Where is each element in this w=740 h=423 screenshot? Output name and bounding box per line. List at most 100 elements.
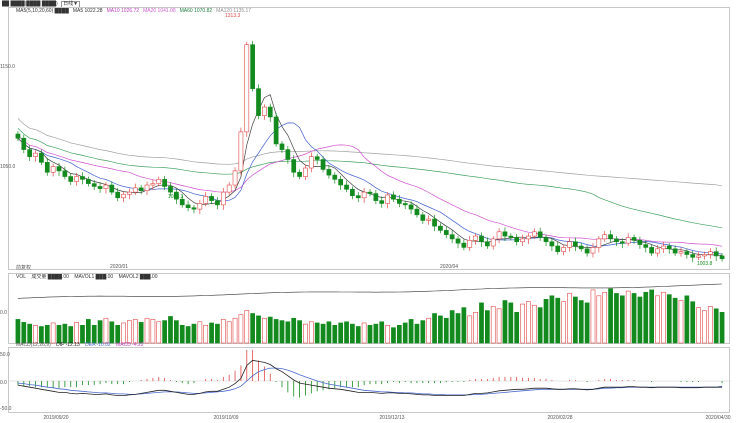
candle-body bbox=[80, 176, 85, 180]
volume-bar bbox=[432, 313, 437, 344]
volume-bar bbox=[408, 319, 414, 344]
volume-bar bbox=[713, 308, 719, 344]
candle-body bbox=[461, 242, 467, 248]
candle-body bbox=[297, 171, 302, 177]
macd-axis-label-1: 50.0 bbox=[0, 352, 10, 358]
candle-body bbox=[702, 254, 707, 257]
volume-bar bbox=[696, 307, 701, 344]
candle-body bbox=[15, 133, 21, 139]
volume-bar bbox=[391, 327, 396, 344]
volume-curve bbox=[17, 283, 723, 299]
candle-body bbox=[391, 194, 396, 200]
vol-legend: VOL 成交量 ████.00 MAVOL1 ███.00 MAVOL2 ███… bbox=[16, 274, 161, 280]
volume-bar bbox=[267, 316, 273, 344]
vol-axis-label: 0.0 bbox=[0, 310, 7, 316]
volume-bar bbox=[719, 312, 725, 344]
end-low-annotation: 1003.8 bbox=[697, 261, 713, 267]
volume-bar bbox=[449, 310, 455, 344]
candle-body bbox=[132, 187, 138, 193]
volume-bar bbox=[15, 319, 21, 344]
candle-body bbox=[74, 176, 79, 182]
volume-bar bbox=[661, 291, 666, 344]
candle-body bbox=[220, 191, 226, 206]
candle-body bbox=[508, 235, 514, 238]
candle-body bbox=[438, 225, 443, 231]
candle-body bbox=[414, 208, 420, 216]
volume-bar bbox=[578, 300, 584, 344]
kline-chart[interactable] bbox=[9, 8, 731, 271]
candle-body bbox=[443, 230, 449, 235]
candle-body bbox=[144, 184, 150, 192]
candle-body bbox=[578, 245, 584, 250]
volume-bar bbox=[567, 293, 572, 344]
macd-chart[interactable] bbox=[9, 348, 731, 414]
volume-bar bbox=[631, 293, 637, 344]
volume-bar bbox=[203, 324, 209, 344]
candle-body bbox=[649, 247, 655, 254]
volume-bar bbox=[655, 295, 660, 344]
volume-bar bbox=[68, 326, 74, 344]
candle-body bbox=[432, 218, 437, 227]
candle-body bbox=[39, 152, 44, 163]
volume-bar bbox=[443, 317, 449, 344]
volume-bar bbox=[555, 297, 561, 344]
candle-body bbox=[479, 235, 484, 243]
volume-bar bbox=[344, 321, 349, 344]
volume-bar bbox=[85, 319, 91, 344]
volume-bar bbox=[649, 289, 655, 344]
candle-body bbox=[531, 231, 537, 237]
ma-legend-item: MA5 1022.28 bbox=[72, 8, 103, 14]
volume-chart[interactable] bbox=[9, 274, 731, 345]
candle-body bbox=[666, 245, 672, 250]
volume-panel[interactable] bbox=[8, 273, 730, 344]
macd-legend: MACD(12,26,9) DIF -12.13 DEA -10.02 MACD… bbox=[16, 342, 148, 348]
candle-body bbox=[62, 170, 68, 177]
candle-body bbox=[209, 196, 214, 201]
volume-bar bbox=[103, 317, 109, 344]
volume-bar bbox=[625, 290, 631, 344]
volume-bar bbox=[426, 317, 432, 344]
candle-body bbox=[567, 241, 572, 248]
candle-body bbox=[485, 241, 490, 247]
volume-bar bbox=[303, 323, 308, 344]
volume-bar bbox=[414, 323, 420, 344]
volume-bar bbox=[643, 291, 649, 344]
volume-bar bbox=[226, 321, 232, 344]
date-label-2: 2019/10/09 bbox=[213, 415, 239, 421]
volume-bar bbox=[33, 324, 38, 344]
candle-body bbox=[291, 159, 297, 173]
date-label-3: 2019/12/13 bbox=[379, 415, 405, 421]
candle-body bbox=[262, 106, 267, 116]
candle-body bbox=[244, 44, 250, 133]
volume-bar bbox=[80, 324, 85, 344]
ma-legend-item: MA20 1041.08 bbox=[143, 8, 176, 14]
candle-body bbox=[655, 248, 660, 254]
volume-bar bbox=[402, 322, 408, 344]
candle-body bbox=[596, 238, 602, 248]
ma5-line bbox=[17, 94, 723, 256]
candle-body bbox=[696, 255, 701, 258]
volume-bar bbox=[109, 321, 115, 344]
volume-bar bbox=[543, 299, 549, 344]
volume-bar bbox=[379, 321, 385, 344]
candle-body bbox=[162, 179, 167, 187]
macd-panel[interactable] bbox=[8, 347, 731, 414]
kline-panel[interactable] bbox=[8, 7, 730, 270]
volume-bar bbox=[91, 324, 97, 344]
volume-bar bbox=[285, 321, 291, 344]
volume-bar bbox=[672, 297, 678, 344]
candle-body bbox=[320, 159, 326, 170]
candle-body bbox=[68, 176, 74, 182]
high-price-annotation: 1313.3 bbox=[225, 13, 241, 19]
volume-bar bbox=[619, 295, 625, 344]
macd-legend-dea: DEA -10.02 bbox=[85, 342, 111, 348]
candle-body bbox=[678, 251, 684, 254]
candle-body bbox=[97, 186, 103, 189]
volume-bar bbox=[608, 288, 613, 344]
volume-bar bbox=[502, 300, 508, 344]
vol-legend-item-1: 成交量 ████.00 bbox=[31, 274, 69, 280]
volume-bar bbox=[297, 320, 302, 344]
volume-bar bbox=[573, 296, 578, 344]
candle-body bbox=[661, 245, 666, 250]
volume-bar bbox=[537, 307, 543, 344]
